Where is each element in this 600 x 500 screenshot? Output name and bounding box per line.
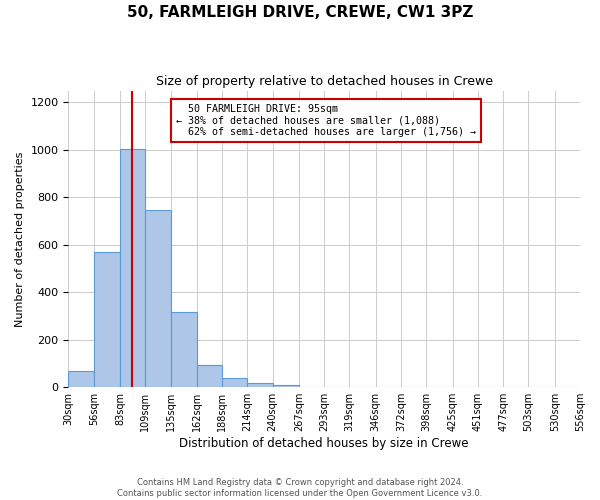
Bar xyxy=(222,378,247,387)
Text: 50 FARMLEIGH DRIVE: 95sqm
← 38% of detached houses are smaller (1,088)
  62% of : 50 FARMLEIGH DRIVE: 95sqm ← 38% of detac… xyxy=(176,104,476,137)
Bar xyxy=(120,148,145,387)
Bar xyxy=(247,383,272,387)
Bar xyxy=(272,385,299,387)
Bar xyxy=(68,371,94,387)
Title: Size of property relative to detached houses in Crewe: Size of property relative to detached ho… xyxy=(156,75,493,88)
Y-axis label: Number of detached properties: Number of detached properties xyxy=(15,151,25,326)
Bar xyxy=(197,364,222,387)
X-axis label: Distribution of detached houses by size in Crewe: Distribution of detached houses by size … xyxy=(179,437,469,450)
Text: Contains HM Land Registry data © Crown copyright and database right 2024.
Contai: Contains HM Land Registry data © Crown c… xyxy=(118,478,482,498)
Text: 50, FARMLEIGH DRIVE, CREWE, CW1 3PZ: 50, FARMLEIGH DRIVE, CREWE, CW1 3PZ xyxy=(127,5,473,20)
Bar xyxy=(94,252,120,387)
Bar xyxy=(145,210,170,387)
Bar xyxy=(170,312,197,387)
